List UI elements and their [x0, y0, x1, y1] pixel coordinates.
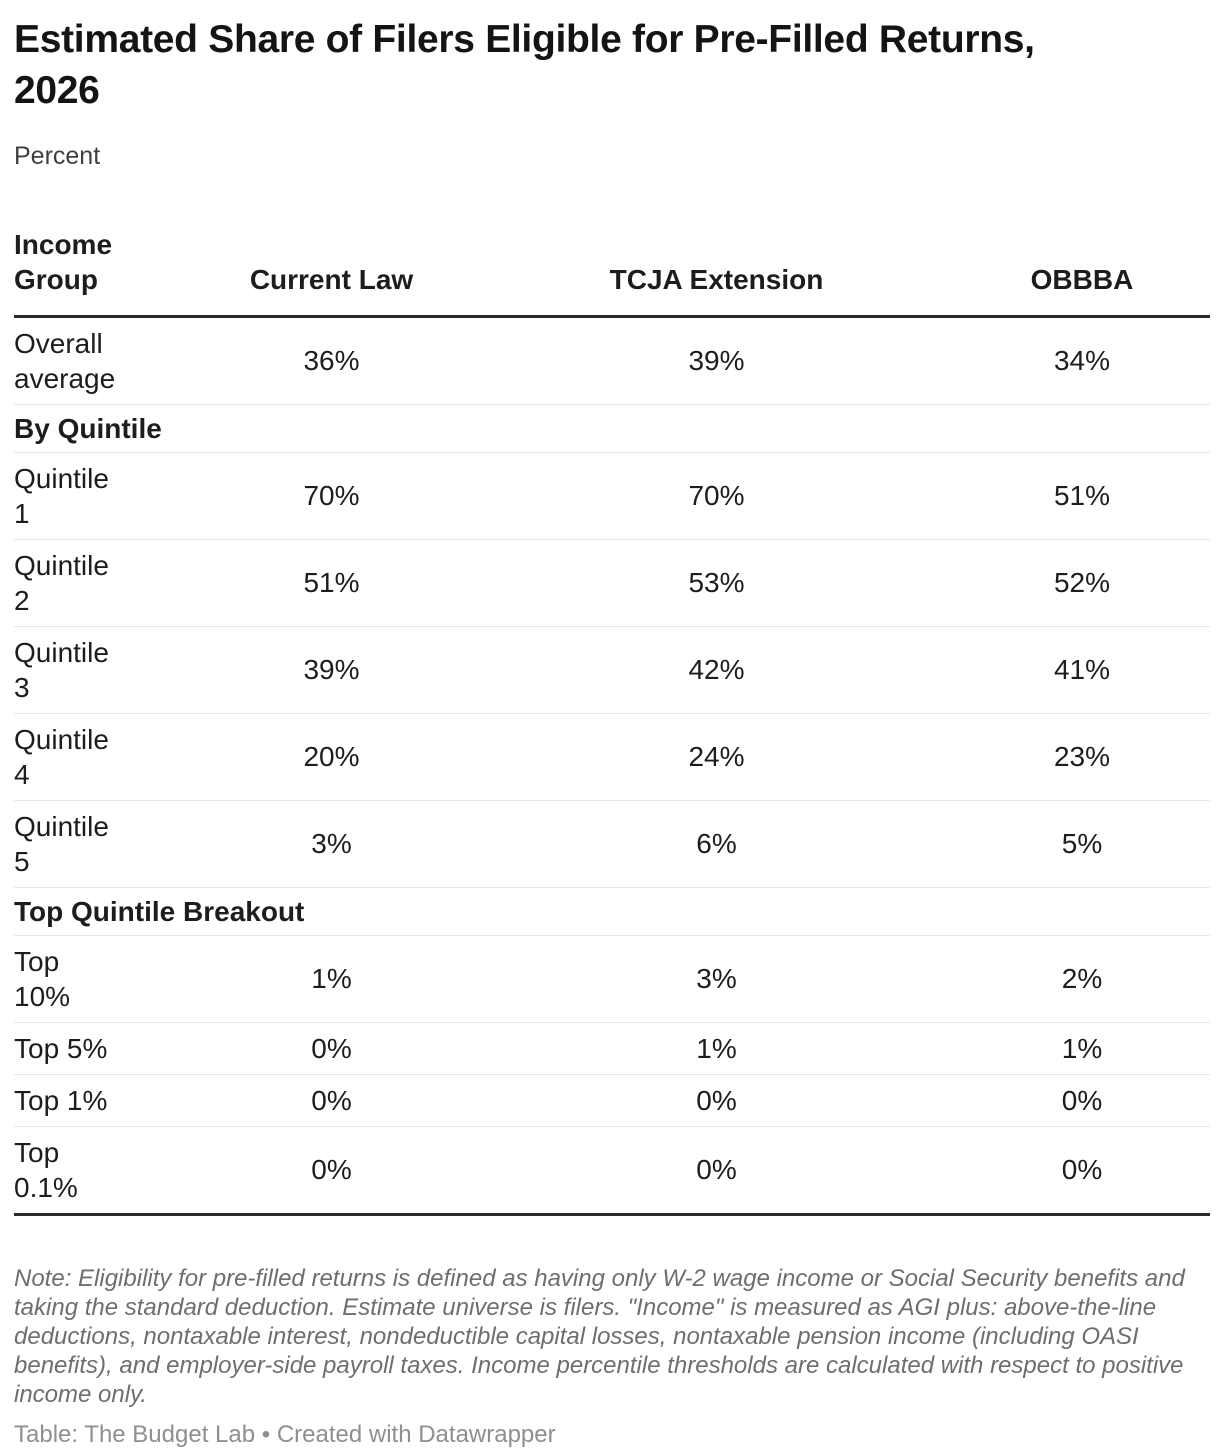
cell-value: 53%	[688, 567, 745, 599]
cell-value: 23%	[1053, 741, 1111, 773]
cell-value: 1%	[311, 963, 352, 995]
table-row-top-10: Top 10% 1% 3% 2%	[14, 935, 1210, 1023]
cell-value: 51%	[1053, 480, 1111, 512]
section-row-top-quintile-breakout: Top Quintile Breakout	[14, 887, 1210, 936]
row-label: Top 5%	[14, 1032, 108, 1064]
row-label: Quintile 4	[14, 723, 109, 790]
page-title: Estimated Share of Filers Eligible for P…	[14, 18, 1035, 113]
cell-value: 41%	[1053, 654, 1111, 686]
cell-value: 52%	[1053, 567, 1111, 599]
column-header-obbba: OBBBA	[954, 226, 1210, 318]
cell-value: 0%	[1061, 1084, 1103, 1116]
table-row-top-5: Top 5% 0% 1% 1%	[14, 1022, 1210, 1075]
section-label: By Quintile	[14, 412, 162, 444]
cell-value: 0%	[1061, 1154, 1103, 1186]
data-table: Income Group Current Law TCJA Extension …	[14, 226, 1210, 1216]
table-header-row: Income Group Current Law TCJA Extension …	[14, 226, 1210, 318]
row-label: Top 1%	[14, 1084, 108, 1116]
cell-value: 5%	[1061, 828, 1103, 860]
cell-value: 39%	[303, 654, 360, 686]
table-row-quintile-5: Quintile 5 3% 6% 5%	[14, 800, 1210, 888]
table-row-quintile-1: Quintile 1 70% 70% 51%	[14, 452, 1210, 540]
cell-value: 0%	[311, 1084, 352, 1116]
section-row-by-quintile: By Quintile	[14, 404, 1210, 453]
row-label: Quintile 1	[14, 462, 109, 529]
cell-value: 0%	[311, 1032, 352, 1064]
cell-value: 0%	[696, 1084, 737, 1116]
cell-value: 24%	[688, 741, 745, 773]
row-label: Overall average	[14, 327, 116, 394]
cell-value: 39%	[688, 345, 745, 377]
cell-value: 34%	[1053, 345, 1111, 377]
cell-value: 70%	[688, 480, 745, 512]
cell-value: 6%	[696, 828, 737, 860]
cell-value: 0%	[696, 1154, 737, 1186]
table-source-credit: Table: The Budget Lab • Created with Dat…	[14, 1420, 556, 1448]
cell-value: 3%	[311, 828, 352, 860]
cell-value: 3%	[696, 963, 737, 995]
table-note: Note: Eligibility for pre-filled returns…	[14, 1264, 1185, 1408]
column-header-tcja-extension: TCJA Extension	[479, 226, 954, 318]
table-row-overall-average: Overall average 36% 39% 34%	[14, 316, 1210, 405]
cell-value: 42%	[688, 654, 745, 686]
row-label: Quintile 2	[14, 549, 109, 616]
table-row-quintile-2: Quintile 2 51% 53% 52%	[14, 539, 1210, 627]
cell-value: 36%	[303, 345, 360, 377]
section-label: Top Quintile Breakout	[14, 895, 305, 927]
table-row-top-1: Top 1% 0% 0% 0%	[14, 1074, 1210, 1127]
column-header-income-group: Income Group	[14, 226, 184, 318]
column-header-current-law: Current Law	[184, 226, 479, 318]
cell-value: 0%	[311, 1154, 352, 1186]
row-label: Top 0.1%	[14, 1136, 78, 1203]
cell-value: 20%	[303, 741, 360, 773]
row-label: Quintile 3	[14, 636, 109, 703]
cell-value: 2%	[1061, 963, 1103, 995]
table-row-quintile-3: Quintile 3 39% 42% 41%	[14, 626, 1210, 714]
row-label: Quintile 5	[14, 810, 109, 877]
table-row-top-0-1: Top 0.1% 0% 0% 0%	[14, 1126, 1210, 1214]
row-label: Top 10%	[14, 945, 71, 1012]
table-row-quintile-4: Quintile 4 20% 24% 23%	[14, 713, 1210, 801]
cell-value: 1%	[1061, 1032, 1103, 1064]
cell-value: 1%	[696, 1032, 737, 1064]
cell-value: 51%	[303, 567, 360, 599]
chart-subtitle: Percent	[14, 141, 101, 170]
cell-value: 70%	[303, 480, 360, 512]
